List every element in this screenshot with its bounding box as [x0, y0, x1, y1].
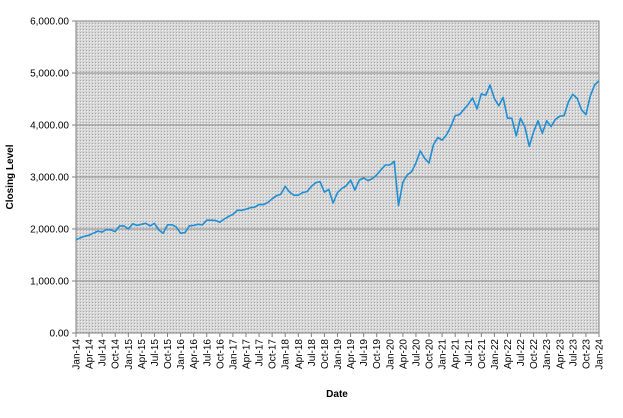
x-tick-label: Jan-18 — [281, 339, 292, 370]
x-tick-label: Jul-21 — [464, 339, 475, 367]
y-tick-label: 4,000.00 — [30, 121, 69, 132]
gridlines — [76, 72, 599, 282]
x-tick-label: Jul-15 — [150, 339, 161, 367]
x-tick-label: Apr-17 — [241, 339, 252, 369]
x-tick-label: Jan-24 — [595, 339, 606, 370]
x-tick-label: Apr-18 — [294, 339, 305, 369]
x-tick-label: Oct-23 — [581, 339, 592, 369]
y-tick-label: 0.00 — [50, 329, 70, 340]
x-tick-label: Jan-20 — [385, 339, 396, 370]
x-tick-label: Jul-17 — [255, 339, 266, 367]
x-tick-label: Apr-22 — [503, 339, 514, 369]
x-tick-label: Jan-21 — [438, 339, 449, 370]
x-tick-label: Oct-22 — [529, 339, 540, 369]
x-tick-label: Jan-16 — [176, 339, 187, 370]
x-tick-label: Jul-14 — [98, 339, 109, 367]
x-tick-label: Oct-15 — [163, 339, 174, 369]
x-axis-title: Date — [326, 389, 348, 400]
x-tick-label: Apr-23 — [555, 339, 566, 369]
axes — [72, 20, 600, 337]
x-tick-label: Oct-16 — [215, 339, 226, 369]
x-tick-label: Apr-20 — [398, 339, 409, 369]
x-tick-label: Oct-19 — [372, 339, 383, 369]
x-tick-label: Jul-20 — [411, 339, 422, 367]
x-tick-label: Oct-20 — [425, 339, 436, 369]
x-tick-label: Jan-19 — [333, 339, 344, 370]
y-tick-label: 3,000.00 — [30, 173, 69, 184]
x-tick-label: Jan-22 — [490, 339, 501, 370]
x-tick-label: Oct-21 — [477, 339, 488, 369]
y-tick-labels: 0.00 1,000.00 2,000.00 3,000.00 4,000.00 5,00… — [30, 17, 69, 340]
x-tick-label: Jul-22 — [516, 339, 527, 367]
x-tick-label: Apr-15 — [137, 339, 148, 369]
x-tick-label: Oct-14 — [111, 339, 122, 369]
x-tick-label: Jul-19 — [359, 339, 370, 367]
x-tick-label: Jul-16 — [202, 339, 213, 367]
x-tick-label: Oct-18 — [320, 339, 331, 369]
x-tick-label: Jan-17 — [228, 339, 239, 370]
x-tick-label: Apr-16 — [189, 339, 200, 369]
y-tick-label: 6,000.00 — [30, 17, 69, 28]
x-tick-label: Oct-17 — [268, 339, 279, 369]
y-tick-label: 1,000.00 — [30, 277, 69, 288]
x-tick-label: Apr-14 — [85, 339, 96, 369]
y-tick-label: 2,000.00 — [30, 225, 69, 236]
x-tick-label: Apr-21 — [451, 339, 462, 369]
x-tick-labels: Jan-14 Apr-14 Jul-14 Oct-14 Jan-15 Apr-15 Jul-… — [72, 339, 606, 370]
x-tick-label: Jan-23 — [542, 339, 553, 370]
y-tick-label: 5,000.00 — [30, 69, 69, 80]
x-tick-label: Jul-18 — [307, 339, 318, 367]
x-tick-label: Apr-19 — [346, 339, 357, 369]
x-tick-label: Jan-14 — [72, 339, 83, 370]
y-axis-title: Closing Level — [5, 144, 16, 209]
x-tick-label: Jan-15 — [124, 339, 135, 370]
x-tick-label: Jul-23 — [568, 339, 579, 367]
closing-level-line — [75, 80, 600, 241]
